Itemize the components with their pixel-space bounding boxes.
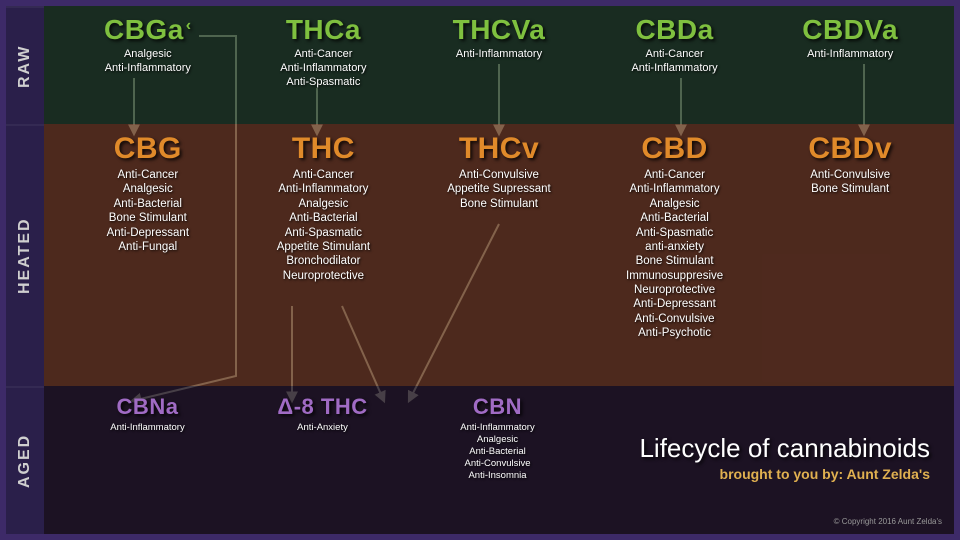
- thcva-props: Anti-Inflammatory: [415, 48, 583, 62]
- node-cbdva: CBDVa Anti-Inflammatory: [762, 16, 938, 114]
- d8thc-props: Anti-Anxiety: [239, 422, 406, 434]
- row-label-aged: AGED: [6, 386, 44, 534]
- cbn-props: Anti-InflammatoryAnalgesicAnti-Bacterial…: [414, 422, 581, 481]
- cbdva-name: CBDVa: [766, 16, 934, 44]
- cbdv-name: CBDv: [766, 134, 934, 164]
- thc-props: Anti-CancerAnti-InflammatoryAnalgesicAnt…: [240, 168, 408, 283]
- footer-title: Lifecycle of cannabinoids: [639, 433, 930, 464]
- cbn-name: CBN: [414, 396, 581, 418]
- node-cbdv: CBDv Anti-ConvulsiveBone Stimulant: [762, 134, 938, 376]
- cbna-name: CBNa: [64, 396, 231, 418]
- node-thc: THC Anti-CancerAnti-InflammatoryAnalgesi…: [236, 134, 412, 376]
- infographic-frame: RAW HEATED AGED: [6, 6, 954, 534]
- row-raw: CBGa‹ AnalgesicAnti-Inflammatory THCa An…: [44, 6, 954, 124]
- node-d8thc: Δ-8 THC Anti-Anxiety: [235, 396, 410, 524]
- node-thca: THCa Anti-CancerAnti-InflammatoryAnti-Sp…: [236, 16, 412, 114]
- cbdva-props: Anti-Inflammatory: [766, 48, 934, 62]
- node-cbda: CBDa Anti-CancerAnti-Inflammatory: [587, 16, 763, 114]
- cbda-props: Anti-CancerAnti-Inflammatory: [591, 48, 759, 76]
- footer-sub: brought to you by: Aunt Zelda's: [639, 466, 930, 482]
- cbg-props: Anti-CancerAnalgesicAnti-BacterialBone S…: [64, 168, 232, 254]
- node-thcv: THCv Anti-ConvulsiveAppetite SupressantB…: [411, 134, 587, 376]
- node-cbg: CBG Anti-CancerAnalgesicAnti-BacterialBo…: [60, 134, 236, 376]
- cbga-props: AnalgesicAnti-Inflammatory: [64, 48, 232, 76]
- thcva-name: THCVa: [415, 16, 583, 44]
- row-label-raw: RAW: [6, 6, 44, 124]
- d8thc-name: Δ-8 THC: [239, 396, 406, 418]
- content-area: CBGa‹ AnalgesicAnti-Inflammatory THCa An…: [44, 6, 954, 534]
- node-cbna: CBNa Anti-Inflammatory: [60, 396, 235, 524]
- node-cbn: CBN Anti-InflammatoryAnalgesicAnti-Bacte…: [410, 396, 585, 524]
- cbdv-props: Anti-ConvulsiveBone Stimulant: [766, 168, 934, 197]
- cbna-props: Anti-Inflammatory: [64, 422, 231, 434]
- cbga-spark-icon: ‹: [186, 18, 192, 34]
- footer: Lifecycle of cannabinoids brought to you…: [639, 433, 930, 482]
- thcv-name: THCv: [415, 134, 583, 164]
- node-thcva: THCVa Anti-Inflammatory: [411, 16, 587, 114]
- copyright: © Copyright 2016 Aunt Zelda's: [834, 517, 942, 526]
- cbga-name: CBGa: [104, 14, 184, 45]
- node-cbga: CBGa‹ AnalgesicAnti-Inflammatory: [60, 16, 236, 114]
- thca-name: THCa: [240, 16, 408, 44]
- thca-props: Anti-CancerAnti-InflammatoryAnti-Spasmat…: [240, 48, 408, 89]
- row-label-heated: HEATED: [6, 124, 44, 386]
- thc-name: THC: [240, 134, 408, 164]
- thcv-props: Anti-ConvulsiveAppetite SupressantBone S…: [415, 168, 583, 211]
- row-heated: CBG Anti-CancerAnalgesicAnti-BacterialBo…: [44, 124, 954, 386]
- cbda-name: CBDa: [591, 16, 759, 44]
- cbd-name: CBD: [591, 134, 759, 164]
- cbg-name: CBG: [64, 134, 232, 164]
- cbd-props: Anti-CancerAnti-InflammatoryAnalgesicAnt…: [591, 168, 759, 341]
- node-cbd: CBD Anti-CancerAnti-InflammatoryAnalgesi…: [587, 134, 763, 376]
- side-labels: RAW HEATED AGED: [6, 6, 44, 534]
